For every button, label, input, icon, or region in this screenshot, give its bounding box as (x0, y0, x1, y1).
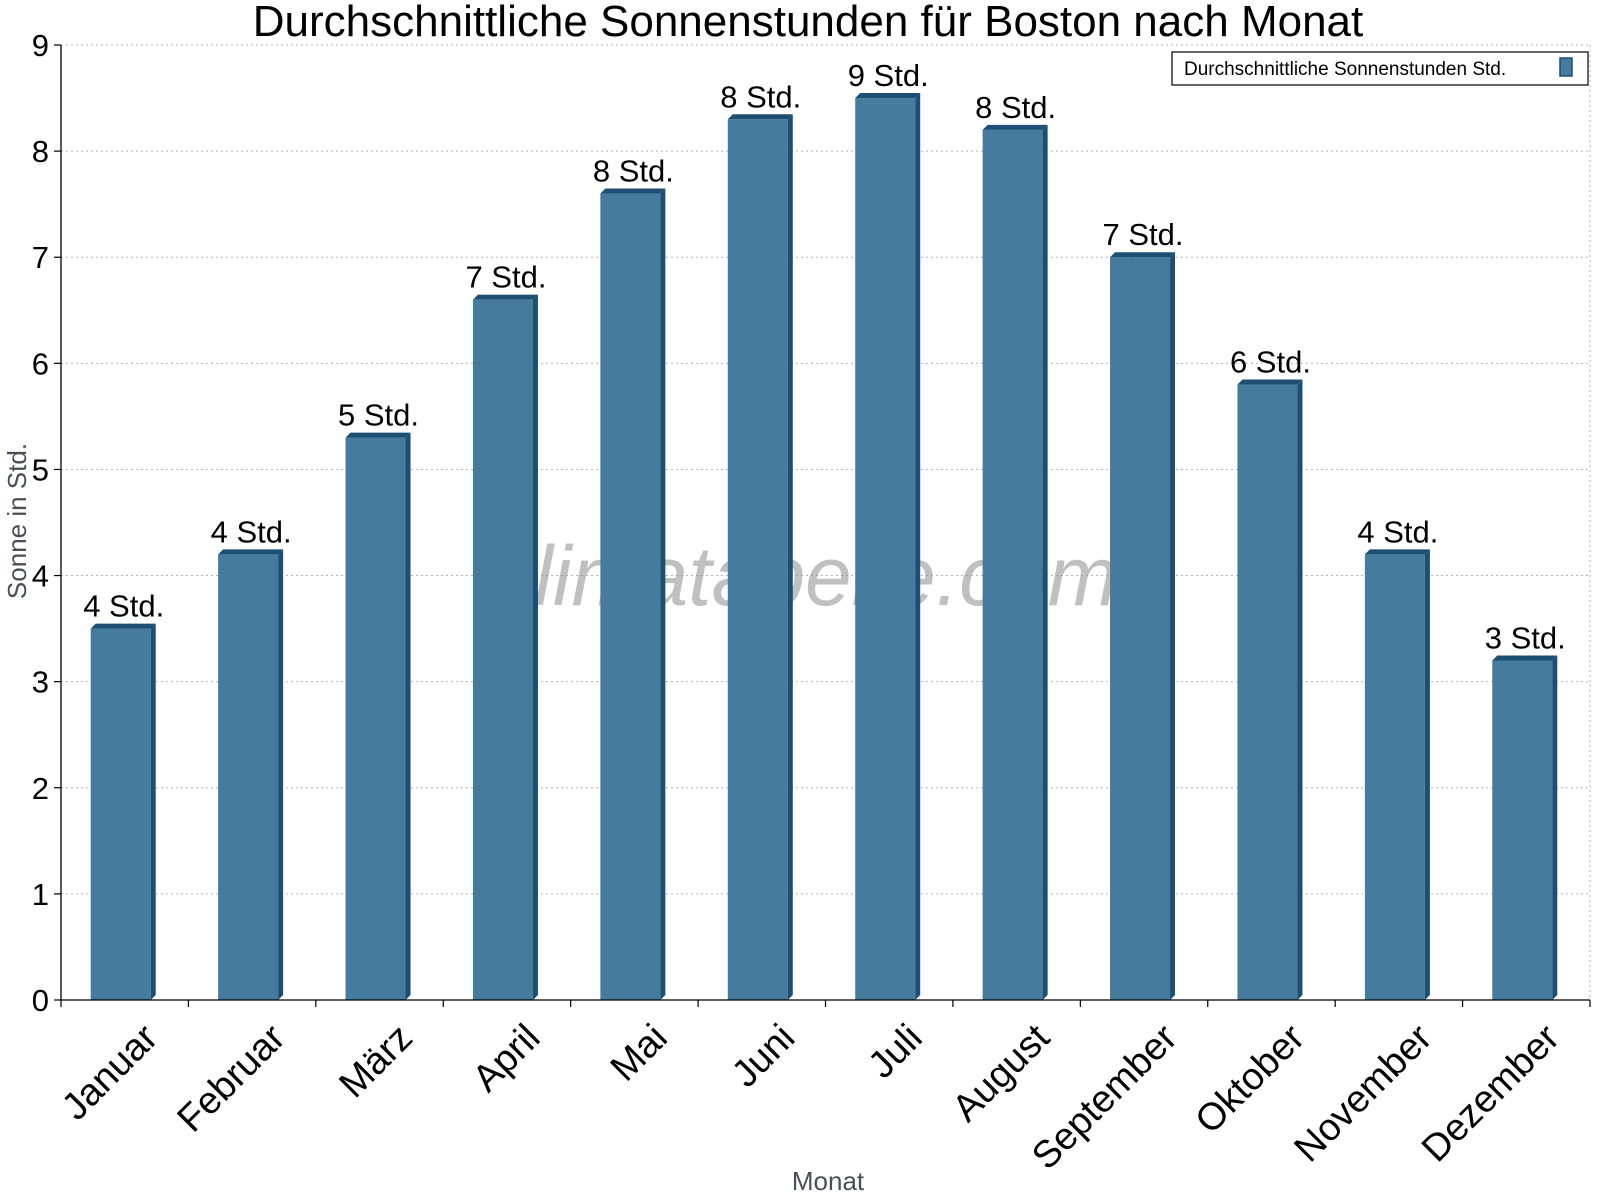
data-label: 8 Std. (720, 79, 801, 114)
x-tick-label: Februar (170, 1016, 294, 1140)
bar-front (1492, 660, 1553, 1000)
bar-front (1364, 554, 1425, 1000)
bar-side (915, 93, 921, 1001)
bar-front (345, 437, 406, 1001)
bar-september (1110, 252, 1176, 1000)
bar-front (218, 554, 279, 1000)
bar-top (90, 623, 156, 629)
data-label: 7 Std. (465, 260, 546, 295)
bars (90, 93, 1558, 1001)
bar-mai (600, 188, 666, 1001)
bar-front (472, 299, 533, 1001)
legend-swatch (1559, 57, 1573, 77)
y-tick-label: 5 (32, 452, 49, 487)
x-tick-label: Juli (861, 1017, 931, 1087)
bar-front (982, 129, 1043, 1000)
bar-front (90, 628, 151, 1000)
bar-side (1297, 379, 1303, 1000)
bar-top (1364, 549, 1430, 555)
bar-side (532, 294, 538, 1001)
data-label: 9 Std. (848, 58, 929, 93)
grid-lines (61, 44, 1591, 1000)
bar-side (1042, 124, 1048, 1000)
legend: Durchschnittliche Sonnenstunden Std. (1171, 51, 1589, 86)
data-label: 8 Std. (975, 90, 1056, 125)
bar-top (855, 93, 921, 99)
bar-front (855, 98, 916, 1001)
x-tick-label: Mai (603, 1017, 676, 1090)
y-tick-label: 7 (32, 240, 49, 275)
bar-side (405, 432, 411, 1001)
y-tick-label: 9 (32, 28, 49, 63)
x-tick-label: März (331, 1017, 420, 1106)
y-tick-label: 2 (32, 771, 49, 806)
y-tick-label: 1 (32, 877, 49, 912)
y-tick-label: 6 (32, 346, 49, 381)
data-label: 4 Std. (83, 589, 164, 624)
bar-februar (218, 549, 284, 1000)
bar-oktober (1237, 379, 1303, 1000)
bar-dezember (1492, 655, 1558, 1000)
x-axis-title: Monat (792, 1166, 865, 1196)
data-label: 3 Std. (1485, 620, 1566, 655)
x-tick-label: Januar (54, 1016, 166, 1128)
bar-front (600, 193, 661, 1001)
bar-side (1552, 655, 1558, 1000)
x-tick-label: Oktober (1188, 1016, 1314, 1142)
bar-august (982, 124, 1048, 1000)
data-label: 5 Std. (338, 398, 419, 433)
bar-juli (855, 93, 921, 1001)
x-tick-label: April (465, 1017, 548, 1100)
data-label: 6 Std. (1230, 345, 1311, 380)
bar-front (727, 119, 788, 1001)
data-label: 7 Std. (1103, 217, 1184, 252)
data-label: 4 Std. (1357, 514, 1438, 549)
bar-side (660, 188, 666, 1001)
y-tick-label: 4 (32, 559, 49, 594)
x-tick-label: August (945, 1016, 1059, 1130)
bar-top (1237, 379, 1303, 385)
bar-top (472, 294, 538, 300)
data-label: 4 Std. (211, 514, 292, 549)
bar-top (1110, 252, 1176, 258)
legend-box (1171, 51, 1589, 86)
bar-front (1110, 257, 1171, 1000)
bar-märz (345, 432, 411, 1001)
y-tick-label: 0 (32, 983, 49, 1018)
bar-april (472, 294, 538, 1001)
bar-januar (90, 623, 156, 1000)
bar-side (278, 549, 284, 1000)
bar-top (218, 549, 284, 555)
bar-top (600, 188, 666, 194)
bar-juni (727, 114, 793, 1001)
x-tick-label: November (1287, 1016, 1441, 1170)
bar-top (727, 114, 793, 120)
bar-november (1364, 549, 1430, 1000)
bar-top (982, 124, 1048, 130)
data-labels: 4 Std. 4 Std. 5 Std. 7 Std. 8 Std. 8 Std. 9 St… (83, 58, 1566, 655)
x-tick-label: Juni (724, 1017, 803, 1096)
y-tick-label: 3 (32, 665, 49, 700)
data-label: 8 Std. (593, 154, 674, 189)
bar-front (1237, 384, 1298, 1000)
chart-title: Durchschnittliche Sonnenstunden für Bost… (253, 0, 1363, 46)
bar-top (345, 432, 411, 438)
y-axis-title: Sonne in Std. (2, 443, 32, 599)
bar-side (787, 114, 793, 1001)
bar-top (1492, 655, 1558, 661)
legend-label: Durchschnittliche Sonnenstunden Std. (1184, 59, 1506, 80)
bar-side (1424, 549, 1430, 1000)
y-tick-label: 8 (32, 134, 49, 169)
bar-side (1170, 252, 1176, 1000)
x-tick-label: Dezember (1414, 1016, 1568, 1170)
bar-side (150, 623, 156, 1000)
